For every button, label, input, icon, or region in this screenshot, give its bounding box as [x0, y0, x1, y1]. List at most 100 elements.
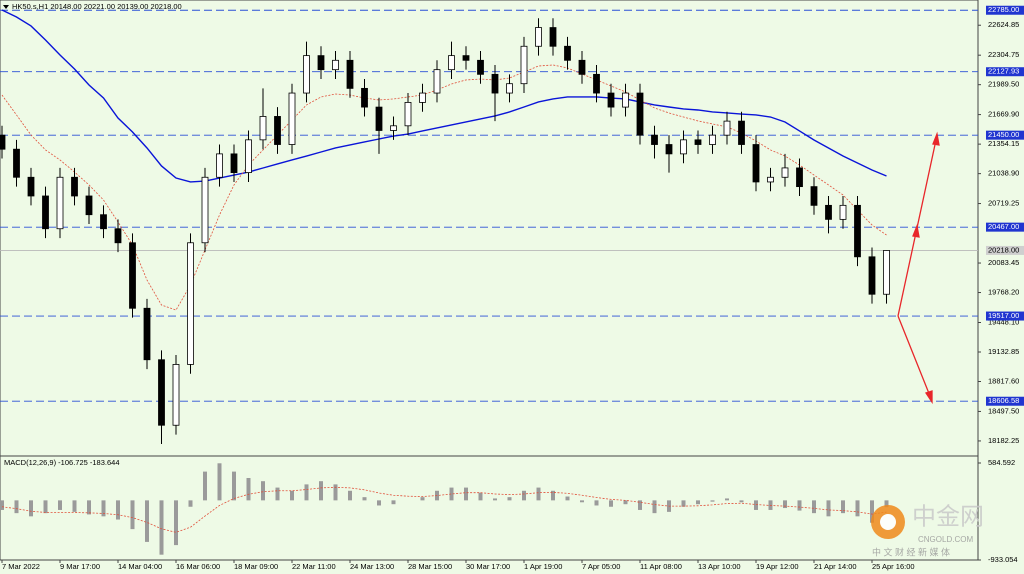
candle-body: [839, 204, 847, 220]
candle-body: [332, 59, 339, 71]
current-price-bg: [986, 245, 1024, 255]
candle-body: [129, 242, 136, 309]
level-label-bg: [986, 5, 1024, 15]
macd-bar: [43, 500, 48, 514]
candle-body: [42, 195, 49, 230]
current-price-label: 20218.00: [988, 245, 1019, 254]
macd-bar: [783, 500, 787, 509]
macd-bar: [362, 497, 367, 501]
macd-bar: [812, 500, 816, 514]
y-tick-label: 18497.50: [988, 406, 1019, 415]
candle-body: [245, 139, 252, 173]
candle-body: [491, 73, 499, 94]
macd-bar: [507, 497, 512, 501]
macd-bar: [174, 500, 178, 546]
level-label-bg: [986, 222, 1024, 232]
macd-bar: [797, 500, 802, 511]
x-tick-label: 24 Mar 13:00: [350, 562, 394, 571]
candle-body: [419, 92, 426, 103]
macd-bar: [217, 463, 222, 501]
macd-bar: [841, 500, 845, 514]
macd-bar: [333, 484, 338, 501]
macd-bar: [101, 500, 106, 517]
x-tick-label: 19 Apr 12:00: [756, 562, 799, 571]
candle-body: [549, 27, 557, 47]
y-tick-label: 21354.15: [988, 139, 1019, 148]
candle-body: [13, 148, 20, 178]
macd-bar: [377, 500, 381, 506]
candle-body: [520, 45, 528, 85]
x-tick-label: 11 Apr 08:00: [640, 562, 682, 571]
candle-body: [433, 69, 441, 94]
candle-body: [71, 176, 78, 197]
candle-body: [665, 144, 673, 155]
candle-body: [259, 116, 267, 141]
candle-body: [143, 307, 151, 361]
macd-bar: [609, 500, 613, 507]
candle-body: [506, 83, 513, 94]
candle-body: [172, 364, 180, 426]
level-label: 18606.58: [988, 396, 1019, 405]
candle-body: [723, 120, 731, 136]
candle-body: [85, 195, 93, 216]
macd-bar: [14, 500, 19, 514]
level-label-bg: [986, 67, 1024, 77]
macd-bar: [826, 500, 831, 517]
candle-body: [187, 242, 194, 365]
candle-body: [781, 167, 789, 178]
candle-body: [462, 55, 470, 61]
candle-body: [216, 153, 223, 178]
x-tick-label: 21 Apr 14:00: [814, 562, 857, 571]
y-tick-label: 19448.10: [988, 317, 1019, 326]
y-tick-label: 20083.45: [988, 258, 1019, 267]
x-tick-label: 9 Mar 17:00: [60, 562, 100, 571]
level-label: 21450.00: [988, 130, 1019, 139]
moving-average: [1, 64, 887, 311]
candle-body: [564, 45, 571, 61]
macd-bar: [623, 500, 628, 505]
macd-bar: [478, 492, 483, 501]
macd-bar: [145, 500, 149, 542]
macd-bar: [203, 471, 207, 501]
x-tick-label: 1 Apr 19:00: [524, 562, 562, 571]
level-label-bg: [986, 311, 1024, 321]
macd-tick-label: -933.054: [988, 555, 1018, 564]
candle-body: [694, 139, 702, 145]
macd-bar: [464, 487, 468, 501]
macd-bar: [0, 500, 4, 510]
x-tick-label: 7 Mar 2022: [2, 562, 40, 571]
macd-bar: [130, 500, 135, 530]
watermark-name: 中金网: [912, 503, 984, 530]
plot-frame: [0, 0, 979, 561]
y-tick-label: 21038.90: [988, 169, 1019, 178]
candle-body: [709, 134, 716, 145]
candle-body: [100, 214, 107, 230]
y-tick-label: 19132.85: [988, 347, 1019, 356]
level-label-bg: [986, 396, 1024, 406]
y-tick-label: 22304.75: [988, 50, 1019, 59]
candle-body: [361, 87, 368, 108]
level-label-bg: [986, 130, 1024, 140]
arrow-head: [932, 131, 940, 146]
candle-body: [752, 144, 760, 183]
macd-bar: [261, 481, 265, 501]
candle-body: [288, 92, 296, 145]
macd-bar: [246, 477, 251, 501]
macd-bar: [159, 500, 164, 555]
macd-bar: [652, 500, 657, 514]
forecast-arrows: [897, 131, 940, 405]
candle-body: [390, 125, 397, 131]
macd-bar: [493, 498, 497, 501]
candle-body: [27, 176, 35, 197]
x-tick-label: 13 Apr 10:00: [698, 562, 741, 571]
candle-body: [404, 102, 412, 127]
candle-body: [622, 92, 629, 108]
y-tick-label: 19768.20: [988, 288, 1019, 297]
candle-body: [738, 120, 745, 145]
macd-bar: [72, 500, 77, 512]
menu-triangle: [3, 5, 9, 9]
macd-bar: [884, 500, 889, 508]
macd-bar: [319, 481, 323, 501]
macd-tick-label: 584.592: [988, 458, 1015, 467]
